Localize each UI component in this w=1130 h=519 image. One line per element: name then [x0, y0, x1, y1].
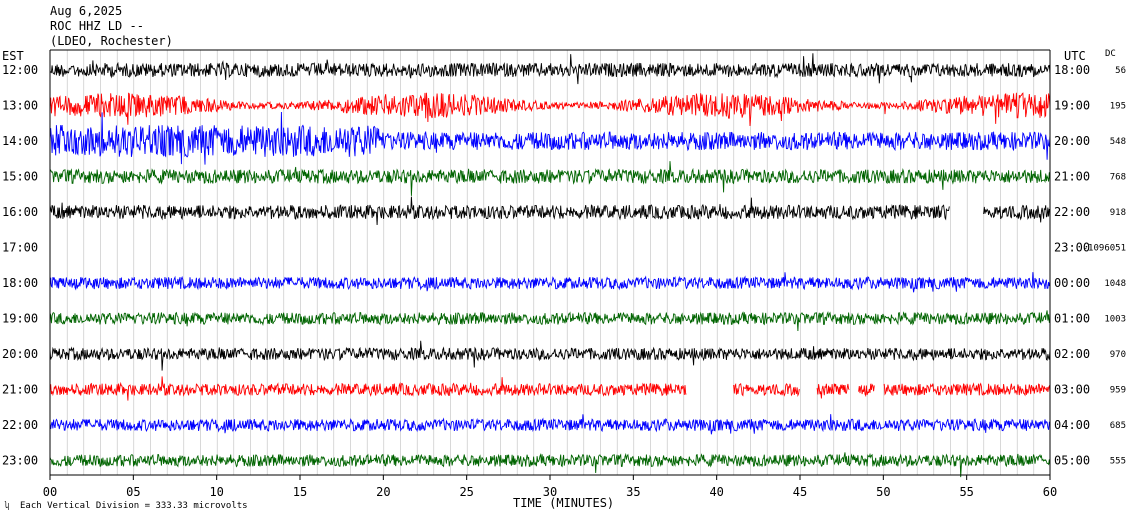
x-tick-label: 05: [126, 485, 140, 499]
seismic-trace: [49, 53, 1051, 85]
utc-hour-label: 05:00: [1054, 454, 1090, 468]
utc-hour-label: 20:00: [1054, 134, 1090, 148]
est-hour-label: 17:00: [2, 241, 38, 255]
utc-hour-label: 01:00: [1054, 312, 1090, 326]
x-tick-label: 20: [376, 485, 390, 499]
dc-offset-value: 685: [1110, 421, 1126, 431]
scale-note: Each Vertical Division = 333.33 microvol…: [20, 501, 248, 511]
utc-hour-label: 19:00: [1054, 99, 1090, 113]
minute-grid: [66, 50, 1035, 475]
seismic-trace: [49, 92, 1051, 127]
dc-column-label: DC: [1105, 49, 1116, 59]
est-hour-label: 20:00: [2, 347, 38, 361]
dc-offset-value: 548: [1110, 137, 1126, 147]
dc-offset-value: 56: [1115, 66, 1126, 76]
dc-offset-value: -1096051: [1083, 244, 1126, 254]
x-tick-label: 45: [793, 485, 807, 499]
x-tick-label: 25: [459, 485, 473, 499]
utc-hour-label: 23:00: [1054, 241, 1090, 255]
seismic-trace: [49, 196, 1051, 226]
dc-offset-value: 1003: [1104, 315, 1126, 325]
utc-hour-label: 04:00: [1054, 418, 1090, 432]
dc-offset-value: 959: [1110, 386, 1126, 396]
trace-layer: [49, 53, 1051, 478]
x-tick-label: 50: [876, 485, 890, 499]
dc-offset-value: 195: [1110, 102, 1126, 112]
seismic-trace: [49, 414, 1051, 435]
utc-hour-label: 18:00: [1054, 63, 1090, 77]
scale-note-icon: ʮ: [4, 501, 9, 511]
est-hour-label: 16:00: [2, 205, 38, 219]
header-location: (LDEO, Rochester): [50, 34, 173, 48]
est-hour-label: 18:00: [2, 276, 38, 290]
x-axis-ticks: 00 05 10 15 20 25 30 35 40 45 50 55 60: [43, 475, 1057, 499]
est-hour-label: 14:00: [2, 134, 38, 148]
header-date: Aug 6,2025: [50, 4, 122, 18]
seismic-trace: [49, 452, 1051, 478]
utc-axis-label: UTC: [1064, 49, 1086, 63]
utc-hour-label: 00:00: [1054, 276, 1090, 290]
x-tick-label: 55: [959, 485, 973, 499]
row-labels: 12:00 18:00 56 13:00 19:00 195 14:00 20:00 548 15…: [2, 63, 1126, 468]
est-hour-label: 13:00: [2, 99, 38, 113]
est-axis-label: EST: [2, 49, 24, 63]
x-tick-label: 00: [43, 485, 57, 499]
dc-offset-value: 970: [1110, 350, 1126, 360]
seismic-trace: [49, 111, 1051, 165]
x-tick-label: 60: [1043, 485, 1057, 499]
x-tick-label: 35: [626, 485, 640, 499]
est-hour-label: 12:00: [2, 63, 38, 77]
dc-offset-value: 918: [1110, 208, 1126, 218]
x-tick-label: 40: [709, 485, 723, 499]
utc-hour-label: 03:00: [1054, 383, 1090, 397]
utc-hour-label: 22:00: [1054, 205, 1090, 219]
seismic-trace: [49, 310, 1051, 332]
utc-hour-label: 02:00: [1054, 347, 1090, 361]
seismic-trace: [49, 272, 1051, 293]
est-hour-label: 22:00: [2, 418, 38, 432]
seismic-trace: [50, 161, 1051, 196]
est-hour-label: 21:00: [2, 383, 38, 397]
header-station: ROC HHZ LD --: [50, 19, 144, 33]
dc-offset-value: 768: [1110, 173, 1126, 183]
x-axis-title: TIME (MINUTES): [513, 496, 614, 510]
est-hour-label: 23:00: [2, 454, 38, 468]
seismic-trace: [49, 340, 1051, 371]
x-tick-label: 15: [293, 485, 307, 499]
x-tick-label: 30: [543, 485, 557, 499]
dc-offset-value: 555: [1110, 457, 1126, 467]
est-hour-label: 15:00: [2, 170, 38, 184]
dc-offset-value: 1048: [1104, 279, 1126, 289]
seismic-trace: [49, 376, 1051, 401]
est-hour-label: 19:00: [2, 312, 38, 326]
utc-hour-label: 21:00: [1054, 170, 1090, 184]
x-tick-label: 10: [209, 485, 223, 499]
